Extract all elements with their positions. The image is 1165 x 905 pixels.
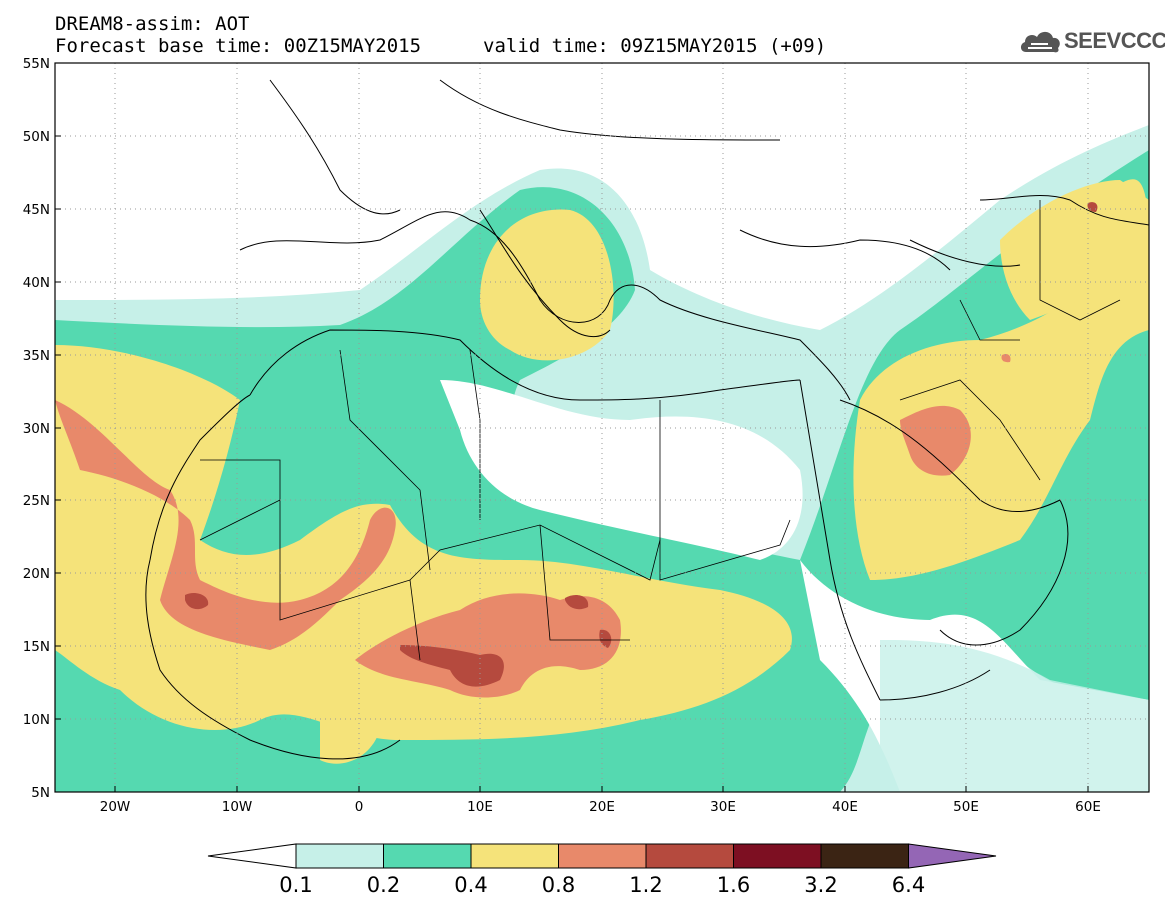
tick-marks: [55, 62, 1089, 792]
colorbar-segment: [295, 843, 384, 869]
colorbar-under-arrow: [207, 843, 297, 869]
lon-label: 40E: [832, 799, 858, 815]
lat-label: 50N: [23, 129, 50, 145]
colorbar-label: 3.2: [804, 873, 837, 897]
colorbar-label: 1.2: [629, 873, 662, 897]
lon-labels: 20W 10W 0 10E 20E 30E 40E 50E 60E: [100, 799, 1101, 815]
lat-label: 5N: [31, 785, 50, 801]
lon-label: 10W: [222, 799, 253, 815]
colorbar-segment: [383, 843, 472, 869]
lon-label: 10E: [467, 799, 493, 815]
colorbar-segment: [558, 843, 647, 869]
colorbar-label: 0.1: [279, 873, 312, 897]
cloud-logo-icon: [1020, 31, 1060, 53]
colorbar-label: 1.6: [717, 873, 750, 897]
lon-label: 20E: [589, 799, 615, 815]
colorbar-label: 0.8: [542, 873, 575, 897]
valid-time: valid time: 09Z15MAY2015 (+09): [483, 35, 827, 57]
forecast-base-time: Forecast base time: 00Z15MAY2015: [55, 35, 422, 57]
lat-label: 20N: [23, 566, 50, 582]
lon-label: 30E: [710, 799, 736, 815]
colorbar-label: 6.4: [892, 873, 925, 897]
lat-labels: 55N 50N 45N 40N 35N 30N 25N 20N 15N 10N …: [23, 56, 50, 801]
lat-label: 35N: [23, 348, 50, 364]
aot-region-0.8: [55, 400, 396, 650]
lon-label: 20W: [100, 799, 131, 815]
colorbar-over-arrow: [908, 843, 997, 869]
colorbar-segment: [645, 843, 734, 869]
lat-label: 55N: [23, 56, 50, 72]
lon-label: 60E: [1075, 799, 1101, 815]
lat-label: 30N: [23, 421, 50, 437]
lat-label: 10N: [23, 712, 50, 728]
colorbar-label: 0.2: [367, 873, 400, 897]
lat-label: 25N: [23, 493, 50, 509]
colorbar-segment: [820, 843, 909, 869]
colorbar-segment: [470, 843, 559, 869]
colorbar: 0.1 0.2 0.4 0.8 1.2 1.6 3.2 6.4: [207, 843, 997, 897]
aot-region-1.2: [185, 593, 209, 610]
lon-label: 0: [355, 799, 364, 815]
colorbar-label: 0.4: [454, 873, 487, 897]
colorbar-segment: [733, 843, 822, 869]
lat-label: 45N: [23, 202, 50, 218]
coastlines: [145, 79, 1149, 760]
aot-field: [55, 63, 1149, 792]
borders: [199, 200, 1121, 661]
logo-text: SEEVCCC: [1064, 28, 1165, 53]
lat-label: 40N: [23, 275, 50, 291]
aot-region-low: [440, 380, 803, 560]
lon-label: 50E: [953, 799, 979, 815]
figure-title: DREAM8-assim: AOT: [55, 13, 250, 35]
lat-label: 15N: [23, 639, 50, 655]
